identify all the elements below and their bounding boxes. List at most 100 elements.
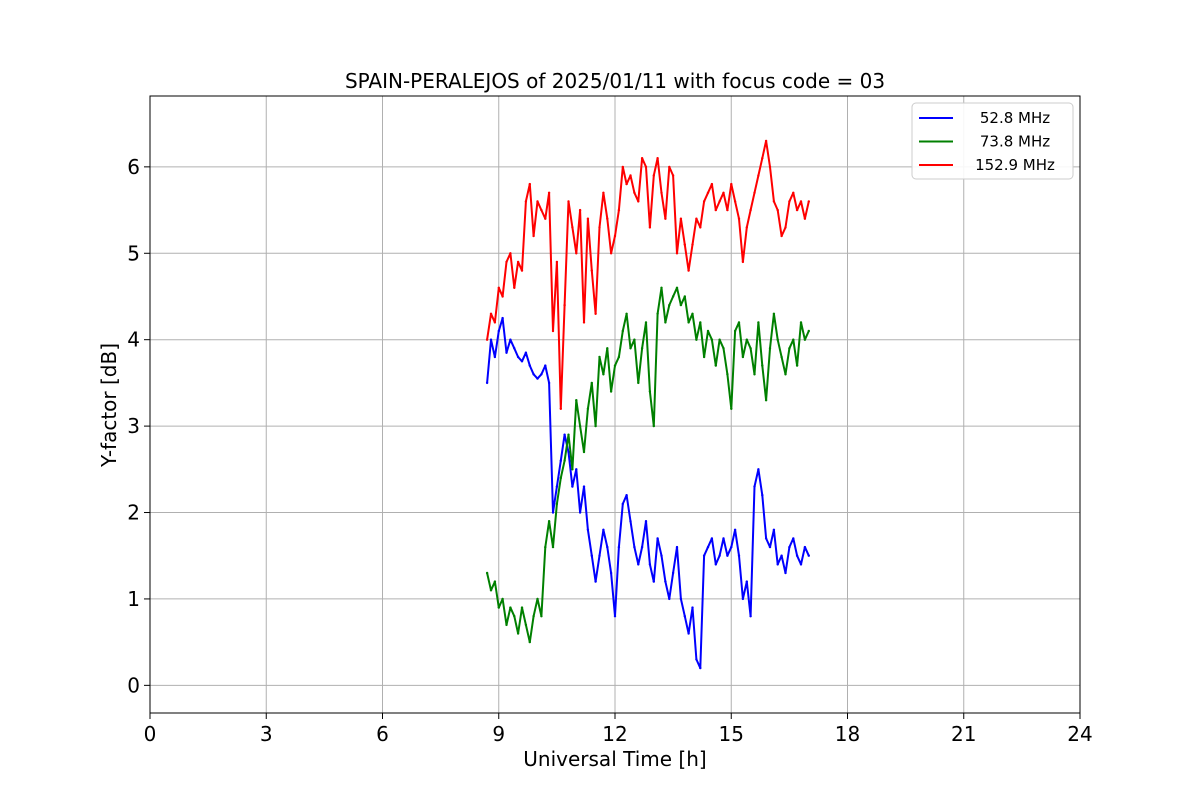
- data-point: [555, 485, 559, 488]
- data-point: [749, 347, 752, 350]
- data-point: [648, 390, 652, 393]
- data-point: [532, 615, 535, 618]
- data-point: [563, 433, 566, 436]
- data-point: [799, 321, 803, 324]
- data-point: [606, 217, 609, 220]
- data-point: [795, 208, 799, 212]
- data-point: [652, 424, 655, 428]
- data-point: [520, 606, 524, 609]
- data-point: [656, 537, 659, 540]
- x-tick-label: 15: [719, 722, 744, 746]
- data-point: [613, 615, 617, 618]
- data-point: [784, 373, 787, 376]
- data-point: [780, 554, 783, 557]
- data-point: [764, 399, 768, 402]
- data-point: [485, 571, 489, 575]
- data-point: [544, 545, 547, 549]
- data-point: [637, 563, 640, 566]
- data-point: [652, 580, 655, 583]
- data-point: [675, 252, 679, 255]
- data-point: [493, 355, 497, 359]
- data-point: [551, 329, 555, 333]
- data-point: [757, 468, 760, 471]
- data-point: [582, 450, 586, 454]
- data-point: [602, 528, 605, 531]
- data-point: [772, 200, 776, 203]
- x-tick-label: 21: [951, 722, 976, 746]
- data-point: [652, 174, 655, 177]
- y-tick-label: 5: [127, 241, 140, 265]
- data-point: [586, 217, 590, 220]
- data-point: [532, 373, 535, 376]
- x-tick-label: 0: [144, 722, 157, 746]
- data-point: [489, 338, 493, 341]
- data-point: [613, 364, 617, 367]
- data-point: [505, 623, 508, 627]
- data-point: [493, 580, 497, 583]
- data-point: [799, 200, 803, 203]
- data-point: [726, 373, 729, 376]
- y-tick-label: 1: [127, 587, 140, 611]
- data-point: [784, 571, 787, 575]
- data-point: [788, 347, 791, 350]
- data-point: [532, 234, 535, 238]
- data-point: [505, 351, 508, 354]
- data-point: [547, 381, 551, 385]
- data-point: [633, 338, 636, 341]
- data-point: [745, 580, 748, 583]
- data-point: [776, 208, 779, 212]
- legend-label: 52.8 MHz: [980, 109, 1050, 127]
- x-tick-label: 12: [602, 722, 627, 746]
- data-point: [602, 373, 605, 376]
- data-point: [656, 157, 659, 160]
- data-point: [567, 433, 570, 436]
- data-point: [501, 295, 504, 298]
- data-point: [761, 157, 764, 160]
- legend-box: [911, 102, 1074, 180]
- data-point: [702, 554, 706, 557]
- chart-title: SPAIN-PERALEJOS of 2025/01/11 with focus…: [345, 69, 885, 93]
- data-point: [706, 545, 710, 549]
- series-0: [485, 316, 810, 670]
- data-point: [702, 200, 706, 203]
- data-point: [679, 597, 683, 601]
- data-point: [609, 571, 613, 575]
- data-point: [578, 208, 582, 212]
- data-point: [524, 623, 528, 627]
- data-point: [668, 597, 671, 601]
- data-point: [551, 545, 555, 549]
- data-point: [683, 615, 686, 618]
- data-point: [687, 269, 690, 272]
- data-point: [582, 321, 586, 324]
- data-point: [660, 191, 663, 194]
- data-point: [640, 157, 644, 160]
- y-tick-label: 0: [127, 673, 140, 697]
- data-point: [706, 191, 710, 194]
- data-point: [679, 303, 683, 307]
- data-point: [497, 329, 500, 333]
- data-point: [621, 165, 624, 169]
- data-point: [621, 502, 624, 506]
- data-point: [528, 182, 531, 186]
- data-point: [513, 615, 516, 618]
- data-point: [648, 563, 652, 566]
- data-point: [625, 312, 628, 315]
- data-point: [691, 606, 694, 609]
- data-point: [780, 234, 783, 238]
- data-point: [803, 545, 807, 549]
- data-point: [722, 191, 725, 194]
- legend: 52.8 MHz 73.8 MHz 152.9 MHz: [911, 102, 1074, 180]
- data-point: [586, 407, 590, 410]
- data-point: [489, 312, 493, 315]
- data-point: [737, 217, 741, 220]
- data-point: [710, 182, 714, 186]
- data-point: [772, 312, 776, 315]
- data-point: [730, 182, 733, 186]
- data-point: [567, 450, 570, 454]
- data-point: [726, 554, 729, 557]
- data-point: [567, 200, 570, 203]
- data-point: [664, 217, 667, 220]
- data-point: [737, 321, 741, 324]
- data-point: [648, 226, 652, 229]
